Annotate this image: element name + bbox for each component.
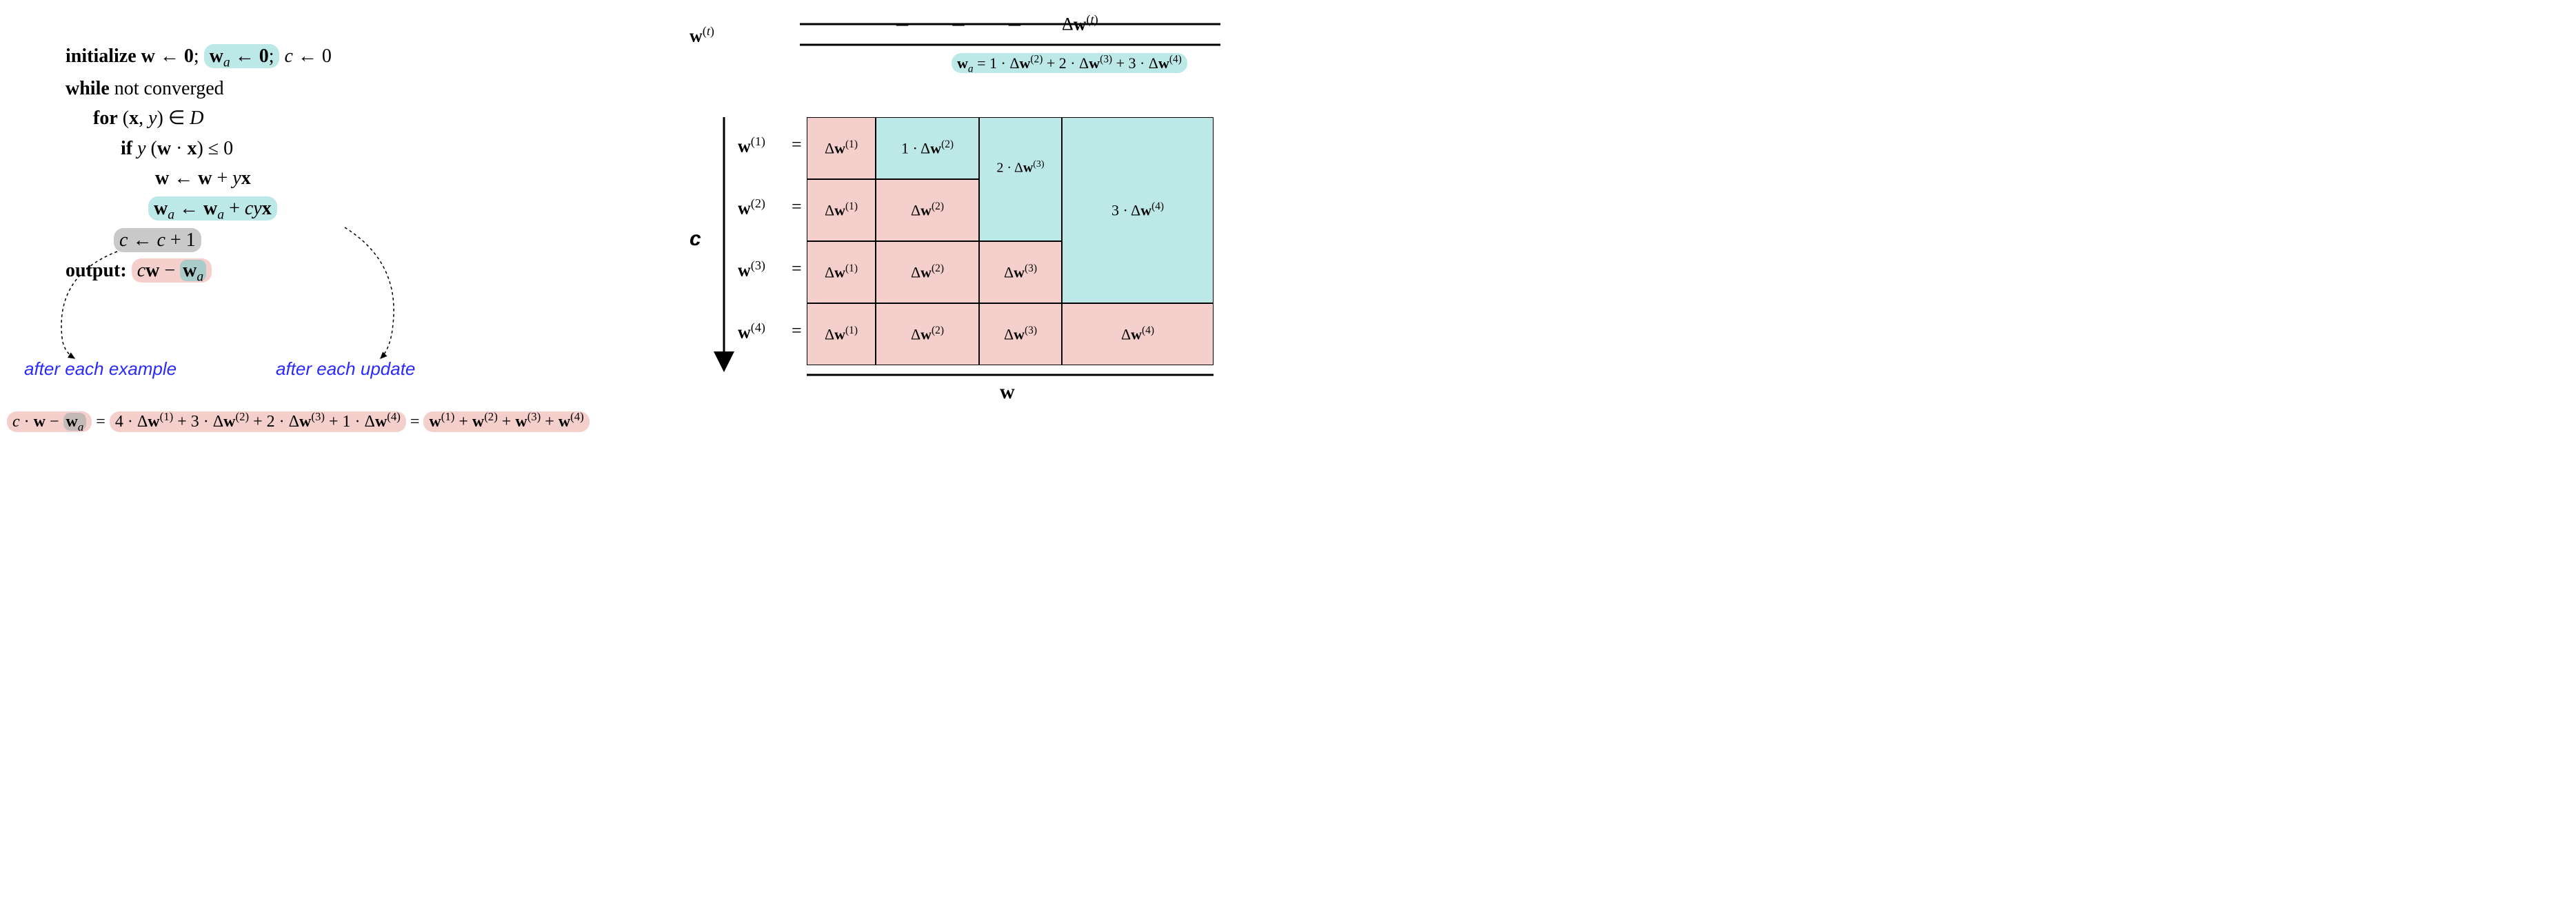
bottom-equation: c · w − wa = 4 · Δw(1) + 3 · Δw(2) + 2 ·… (7, 410, 590, 434)
cyan-block-3-label: 3 · Δw(4) (1111, 201, 1164, 219)
cell-r1-c1-label: Δw(1) (825, 139, 858, 157)
diagram-grid: 1 · Δw(2) 2 · Δw(3) 3 · Δw(4) Δw(1) Δw(1… (807, 117, 1214, 365)
arrow-after-example (61, 252, 117, 358)
cell-r3-c2: Δw(2) (876, 241, 979, 303)
delta-wt-label: Δw(t) (1062, 12, 1098, 35)
cell-r4-c4: Δw(4) (1062, 303, 1214, 365)
wa-formula: wa = 1 · Δw(2) + 2 · Δw(3) + 3 · Δw(4) (952, 53, 1187, 73)
cell-r3-c3: Δw(3) (979, 241, 1062, 303)
annotation-after-update: after each update (276, 358, 415, 380)
cell-r4-c3: Δw(3) (979, 303, 1062, 365)
page-root: initialize w ← 0; wa ← 0; c ← 0 while no… (0, 0, 1288, 450)
wa-formula-wrap: wa = 1 · Δw(2) + 2 · Δw(3) + 3 · Δw(4) (952, 54, 1187, 76)
c-axis-label: c (690, 227, 701, 251)
bottom-eq-lhs: c · w − wa (7, 411, 92, 432)
cell-r4-c2: Δw(2) (876, 303, 979, 365)
cyan-block-2: 2 · Δw(3) (979, 117, 1062, 241)
cell-r1-c1: Δw(1) (807, 117, 876, 179)
w-axis-label: w (1000, 380, 1015, 404)
row-eq-3: = (792, 258, 802, 279)
row-label-2: w(2) (738, 196, 765, 219)
cell-r4-c3-label: Δw(3) (1004, 325, 1037, 343)
cell-r2-c2-label: Δw(2) (911, 201, 944, 219)
equals-2: = (410, 413, 424, 431)
cell-r4-c1: Δw(1) (807, 303, 876, 365)
wt-label: w(t) (690, 24, 714, 47)
cyan-block-3: 3 · Δw(4) (1062, 117, 1214, 303)
cyan-block-2-label: 2 · Δw(3) (996, 159, 1044, 176)
cell-r3-c1-label: Δw(1) (825, 263, 858, 281)
c-axis-svg (710, 117, 738, 372)
annotation-after-example: after each example (24, 358, 177, 380)
bottom-eq-mid: 4 · Δw(1) + 3 · Δw(2) + 2 · Δw(3) + 1 · … (110, 411, 406, 432)
cyan-block-1: 1 · Δw(2) (876, 117, 979, 179)
cyan-block-1-label: 1 · Δw(2) (901, 139, 954, 157)
row-label-1: w(1) (738, 134, 765, 157)
top-dashes: – – – (896, 10, 1040, 37)
cell-r2-c2: Δw(2) (876, 179, 979, 241)
row-eq-1: = (792, 134, 802, 155)
row-label-3: w(3) (738, 258, 765, 281)
cell-r3-c3-label: Δw(3) (1004, 263, 1037, 281)
row-label-4: w(4) (738, 320, 765, 343)
cell-r2-c1: Δw(1) (807, 179, 876, 241)
row-eq-2: = (792, 196, 802, 217)
cell-r4-c2-label: Δw(2) (911, 325, 944, 343)
arrow-after-update (345, 227, 394, 358)
w-axis-bar (807, 372, 1214, 380)
bottom-eq-rhs: w(1) + w(2) + w(3) + w(4) (423, 411, 589, 432)
row-eq-4: = (792, 320, 802, 341)
cell-r3-c2-label: Δw(2) (911, 263, 944, 281)
cell-r2-c1-label: Δw(1) (825, 201, 858, 219)
cell-r4-c1-label: Δw(1) (825, 325, 858, 343)
arrows-svg (0, 0, 552, 386)
cell-r3-c1: Δw(1) (807, 241, 876, 303)
cell-r4-c4-label: Δw(4) (1121, 325, 1154, 343)
equals-1: = (96, 413, 110, 431)
